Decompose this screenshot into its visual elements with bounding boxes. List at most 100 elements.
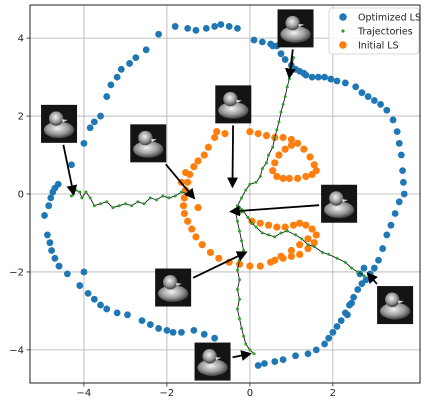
duck-thumbnail-icon (41, 104, 78, 143)
trajectory-point (264, 161, 268, 165)
initial-ls-point (296, 250, 304, 259)
optimized-ls-point (312, 346, 320, 354)
image-annotations (41, 9, 414, 381)
initial-ls-point (248, 217, 256, 225)
x-tick-label: −2 (160, 388, 175, 399)
duck-head (385, 292, 400, 307)
duck-body (379, 302, 411, 320)
optimized-ls-point (395, 198, 403, 206)
trajectory-point (235, 219, 239, 223)
duck-head (138, 130, 153, 146)
optimized-ls-point (200, 330, 208, 338)
optimized-ls-point (333, 77, 341, 85)
annotation-arrow (285, 49, 296, 80)
trajectory-point (279, 231, 283, 235)
trajectory-point (130, 204, 134, 208)
initial-ls-point (294, 139, 302, 147)
initial-ls-point (181, 168, 190, 177)
trajectory-point (285, 229, 289, 233)
trajectory-point (74, 188, 78, 192)
trajectory-point (136, 200, 140, 204)
optimized-ls-point (292, 352, 299, 360)
initial-ls-point (256, 219, 264, 227)
y-tick-label: −4 (9, 345, 24, 356)
trajectory-point (161, 194, 165, 198)
trajectory-point (362, 274, 366, 278)
duck-beak (397, 300, 404, 304)
optimized-ls-point (395, 139, 403, 147)
y-axis-ticks: −4 −2 0 2 4 (9, 34, 30, 356)
trajectory-point (242, 334, 246, 338)
annotation-arrow (366, 272, 378, 285)
optimized-ls-point (261, 360, 268, 367)
trajectory-point (244, 188, 248, 192)
optimized-ls-point (76, 282, 84, 289)
initial-ls-point (264, 221, 273, 229)
optimized-ls-point (80, 268, 88, 276)
optimized-ls-point (370, 264, 378, 272)
trajectory-point (244, 342, 248, 346)
initial-ls-point (194, 157, 202, 165)
initial-ls-point (192, 233, 200, 241)
optimized-ls-point (327, 75, 335, 83)
optimized-ls-point (155, 325, 163, 332)
legend-label-optimized: Optimized LS (358, 13, 421, 24)
duck-thumbnail-icon (130, 124, 167, 163)
trajectory-point (88, 196, 92, 200)
annotation-arrow (62, 144, 78, 197)
optimized-ls-point (163, 326, 171, 334)
optimized-ls-point (107, 81, 115, 89)
optimized-ls-point (400, 178, 407, 186)
optimized-ls-point (117, 65, 125, 73)
trajectory-point (248, 182, 252, 186)
trajectory-point (238, 258, 242, 262)
legend-marker-trajectories (341, 29, 345, 33)
optimized-ls-point (393, 128, 401, 136)
trajectory-point (142, 202, 146, 206)
optimized-ls-point (178, 328, 185, 336)
optimized-ls-point (389, 116, 397, 124)
trajectory-point (267, 153, 271, 157)
trajectory-point (111, 206, 115, 210)
optimized-ls-point (377, 100, 384, 108)
trajectory-point (254, 225, 258, 229)
initial-ls-point (275, 151, 283, 159)
optimized-ls-point (387, 221, 395, 229)
trajectory-point (117, 204, 121, 208)
trajectory-point (238, 297, 242, 301)
trajectory-point (238, 229, 242, 233)
initial-ls-point (254, 129, 262, 138)
optimized-ls-point (217, 21, 225, 28)
trajectory-point (267, 233, 271, 237)
optimized-ls-point (271, 358, 279, 365)
initial-ls-point (221, 129, 229, 138)
trajectory-line (234, 211, 255, 355)
optimized-ls-point (343, 311, 351, 319)
x-axis-ticks: −4 −2 0 2 (77, 383, 336, 399)
optimized-ls-point (337, 317, 345, 325)
y-tick-label: 2 (18, 112, 24, 123)
duck-thumbnail-icon (215, 85, 252, 124)
trajectory-point (78, 190, 82, 194)
optimized-ls-point (250, 36, 258, 44)
initial-ls-point (312, 231, 320, 239)
optimized-ls-point (192, 26, 200, 34)
optimized-ls-point (211, 334, 219, 342)
trajectories (69, 56, 366, 356)
optimized-ls-point (113, 309, 121, 317)
trajectory-point (238, 278, 242, 282)
optimized-ls-point (358, 89, 366, 97)
trajectory-point (294, 233, 298, 237)
initial-ls-point (213, 128, 221, 136)
trajectory-point (271, 145, 275, 149)
duck-head (223, 91, 238, 107)
trajectory-point (279, 110, 283, 114)
optimized-ls-point (341, 79, 349, 87)
y-tick-label: 4 (18, 34, 24, 45)
duck-head (163, 275, 178, 290)
optimized-ls-point (44, 231, 51, 239)
optimized-ls-point (211, 23, 219, 30)
initial-ls-point (285, 174, 293, 183)
optimized-ls-point (41, 212, 48, 219)
optimized-ls-point (258, 38, 266, 46)
